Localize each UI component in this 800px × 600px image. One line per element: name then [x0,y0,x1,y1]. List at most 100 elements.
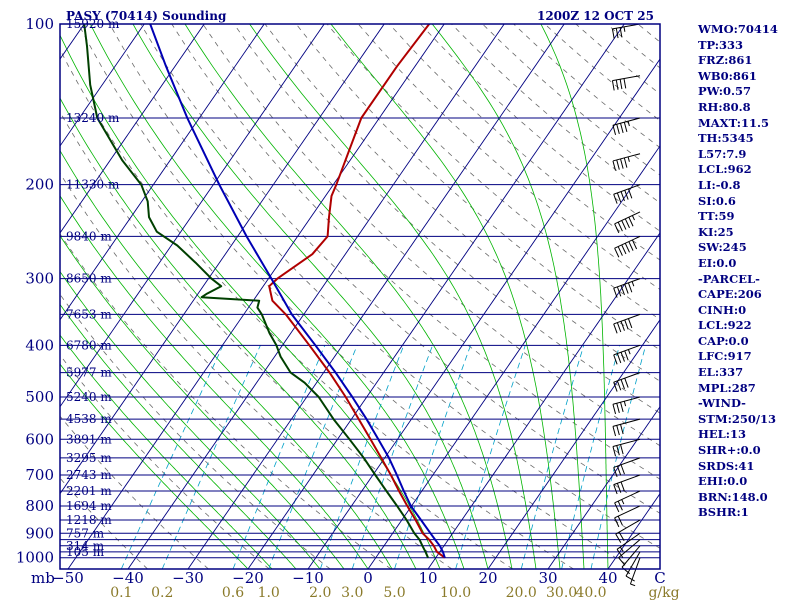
wind-barb-staff [613,372,641,383]
wind-barb-flag [624,284,629,294]
wind-barb-flag [620,402,624,413]
height-label: 7653 m [66,307,112,321]
wind-barb-flag [612,426,617,437]
wind-barb-flag [625,575,635,582]
height-label: 13240 m [66,111,120,125]
mixing-ratio-tick-label: 1.0 [258,585,280,600]
wind-barb-flag [620,379,625,390]
wind-barb-flag [612,160,617,171]
pressure-tick-label: 900 [25,524,54,542]
wind-barb-half-flag [621,499,625,505]
wind-barb [613,344,641,365]
height-label: 3295 m [66,451,112,465]
moist-adiabat [60,334,273,569]
wind-barb-flag [623,122,628,132]
dry-adiabat [326,24,660,320]
index-line: BRN:148.0 [698,489,768,504]
isotherm [67,24,445,569]
wind-barb-flag [617,500,623,511]
height-label: 314 m [66,539,105,553]
wind-barb-flag [616,159,620,170]
wind-barb-flag [611,28,615,39]
index-line: HEL:13 [698,427,746,442]
moist-adiabat [60,149,393,569]
mixing-ratio-tick-label: 20.0 [506,585,537,600]
mixing-ratio-line [319,345,405,569]
wind-barb-flag [627,282,633,293]
pressure-tick-label: 100 [25,15,54,33]
wind-barb-flag [624,243,630,253]
index-line: CAPE:206 [698,287,762,302]
index-line: EHI:0.0 [698,474,748,489]
mixing-ratio-tick-label: 0.2 [151,585,173,600]
mixing-ratio-line [455,345,526,569]
index-line: PW:0.57 [698,84,752,99]
wind-barb-column [611,23,641,587]
index-line: BSHR:1 [698,505,749,520]
index-line: SW:245 [698,240,747,255]
wind-barb-flag [631,239,638,250]
index-line: MPL:287 [698,380,756,395]
wind-barb-half-flag [631,215,635,221]
mixing-ratio-line [590,345,647,569]
height-label: 6780 m [66,338,112,352]
pressure-tick-label: 300 [25,270,54,288]
mixing-ratio-line [161,345,261,569]
height-label: 9840 m [66,229,112,243]
isotherm [60,24,205,234]
wind-barb-staff [612,418,641,427]
pressure-tick-label: 700 [25,466,54,484]
plot-frame [59,23,661,570]
wind-barb-flag [616,425,620,436]
mixing-ratio-tick-label: 2.0 [309,585,331,600]
index-line: FRZ:861 [698,53,753,68]
moist-adiabat [60,235,345,569]
wind-barb-flag [616,353,622,364]
wind-barb-flag [616,380,622,391]
index-line: RH:80.8 [698,99,751,114]
wind-barb-flag [618,557,626,566]
wind-barb-staff [616,532,641,550]
wind-barb-flag [611,80,615,91]
height-label: 2743 m [66,468,112,482]
mixing-ratio-line [520,345,585,569]
station-title: PASY (70414) Sounding [66,9,227,23]
wind-barb-flag [616,286,622,297]
index-line: L57:7.9 [698,146,747,161]
wind-barb-flag [627,318,633,329]
wind-barb-staff [612,117,641,126]
wind-barb-flag [628,241,634,251]
index-line: LFC:917 [698,349,752,364]
wind-barb-half-flag [627,121,630,127]
index-line: WB0:861 [698,68,757,83]
index-line: WMO:70414 [698,22,778,36]
mixing-ratio-tick-label: 40.0 [575,585,606,600]
dry-adiabat [60,172,453,569]
wind-barb-flag [612,404,617,415]
wind-barb-flag [628,216,634,227]
wind-barb-staff [621,545,641,568]
temperature-tick-label: 20 [478,569,497,587]
wind-barb-staff [613,278,641,289]
wind-barb-half-flag [627,156,630,162]
moist-adiabat [184,24,513,569]
wind-barb [614,505,641,528]
wind-barb-staff [613,474,641,486]
moist-adiabat [132,24,489,569]
parcel-trace [149,24,446,559]
moist-adiabat [431,24,585,569]
wind-barb-flag [618,531,625,541]
temperature-tick-label: 0 [363,569,373,587]
observation-time: 1200Z 12 OCT 25 [537,9,654,23]
wind-barb-flag [621,244,627,255]
wind-barb-staff [613,457,641,468]
isotherm [547,405,660,569]
mixing-ratio-tick-label: 0.1 [110,585,132,600]
moist-adiabat [540,24,609,569]
wind-barb-flag [616,322,622,333]
dry-adiabat [60,111,513,569]
wind-barb [612,438,641,457]
wind-barb-flag [620,464,625,475]
wind-barb-flag [624,350,629,361]
